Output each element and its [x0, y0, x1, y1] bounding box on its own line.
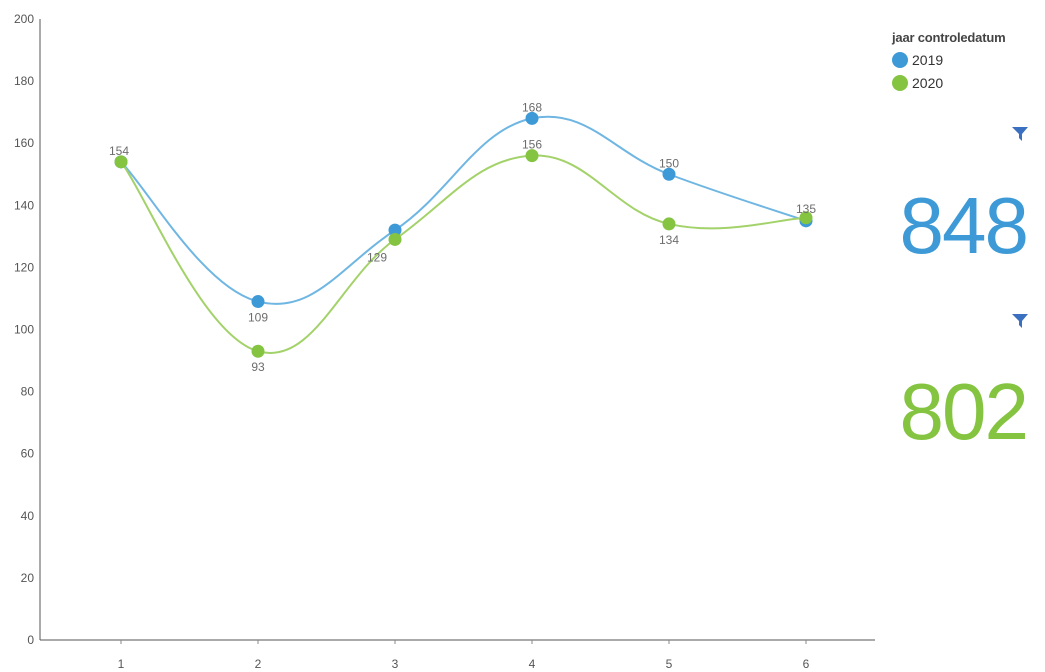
data-point-2020: [662, 217, 676, 231]
data-label-2019: 154: [109, 144, 129, 158]
filter-icon[interactable]: [1011, 126, 1029, 142]
kpi-value-2019: 848: [899, 181, 1029, 270]
y-tick-label: 100: [14, 323, 34, 337]
data-label-2020: 156: [522, 138, 542, 152]
kpi-value-2020: 802: [899, 367, 1029, 456]
y-tick-label: 80: [21, 385, 35, 399]
data-label-2019: 109: [248, 311, 268, 325]
data-point-2020: [388, 232, 402, 246]
series-line-2019: [120, 115, 807, 305]
filter-icon[interactable]: [1011, 313, 1029, 329]
x-tick-label: 2: [255, 657, 262, 671]
y-tick-label: 200: [14, 12, 34, 26]
y-tick-label: 40: [21, 509, 35, 523]
legend-item-2020[interactable]: 2020: [892, 75, 1005, 91]
data-point-2020: [251, 344, 265, 358]
legend-item-2019[interactable]: 2019: [892, 52, 1005, 68]
x-tick-label: 3: [392, 657, 399, 671]
data-label-2020: 129: [367, 250, 387, 264]
data-point-2020: [525, 149, 539, 163]
y-tick-label: 160: [14, 136, 34, 150]
series-line-2020: [120, 154, 807, 354]
x-tick-label: 6: [803, 657, 810, 671]
line-chart: 0 20 40 60 80 100 120 140 160 180 200 1 2 3 4 5 6 154 109 1…: [14, 12, 875, 671]
x-tick-label: 5: [666, 657, 673, 671]
y-tick-label: 120: [14, 260, 34, 274]
legend: jaar controledatum 2019 2020: [892, 30, 1006, 91]
data-point-2019: [525, 111, 539, 125]
y-tick-label: 20: [21, 571, 35, 585]
x-tick-label: 4: [529, 657, 536, 671]
data-label-2020: 134: [659, 233, 679, 247]
data-point-2020: [114, 155, 128, 169]
y-tick-label: 60: [21, 447, 35, 461]
legend-title: jaar controledatum: [892, 30, 1006, 45]
data-label-2019: 168: [522, 100, 542, 114]
data-point-2019: [662, 167, 676, 181]
y-tick-label: 140: [14, 198, 34, 212]
legend-label-2019: 2019: [912, 52, 944, 68]
data-label-2020: 93: [251, 360, 265, 374]
data-point-2020: [799, 211, 813, 225]
legend-label-2020: 2020: [912, 75, 944, 91]
y-tick-label: 0: [27, 633, 34, 647]
data-point-2019: [251, 295, 265, 309]
legend-marker-2020: [892, 75, 908, 91]
legend-marker-2019: [892, 52, 908, 68]
x-tick-label: 1: [118, 657, 125, 671]
data-label-2019: 150: [659, 156, 679, 170]
data-label-2019: 135: [796, 202, 816, 216]
y-tick-label: 180: [14, 74, 34, 88]
data-point-2019: [388, 223, 402, 237]
